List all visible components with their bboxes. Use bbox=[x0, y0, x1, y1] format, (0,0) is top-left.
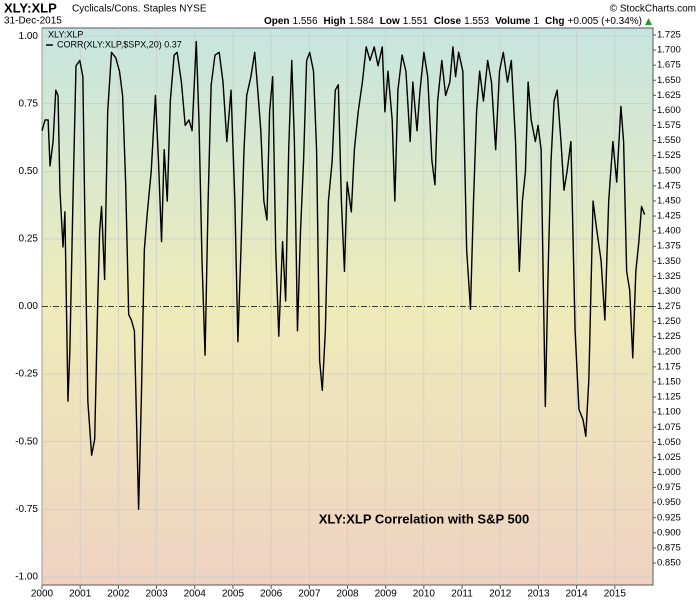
y2-tick-label: 1.475 bbox=[657, 180, 681, 191]
quote-label: High bbox=[324, 16, 346, 27]
y2-tick-label: 0.850 bbox=[657, 558, 681, 569]
y2-tick-label: 0.925 bbox=[657, 512, 681, 523]
y-tick-label: 0.50 bbox=[19, 166, 39, 177]
y2-tick-label: 1.575 bbox=[657, 120, 681, 131]
x-tick-label: 2003 bbox=[145, 589, 168, 600]
y2-tick-label: 1.025 bbox=[657, 452, 681, 463]
legend-label: CORR(XLY:XLP,$SPX,20) 0.37 bbox=[57, 39, 182, 49]
x-tick-label: 2000 bbox=[31, 589, 54, 600]
x-tick-label: 2005 bbox=[222, 589, 245, 600]
legend-title: XLY:XLP bbox=[48, 29, 83, 39]
quote-value: 1.553 bbox=[464, 16, 489, 27]
y2-tick-label: 1.325 bbox=[657, 271, 681, 282]
x-tick-label: 2010 bbox=[413, 589, 436, 600]
y2-tick-label: 1.100 bbox=[657, 407, 681, 418]
y2-tick-label: 1.175 bbox=[657, 361, 681, 372]
y-tick-label: -0.25 bbox=[15, 369, 38, 380]
y2-tick-label: 1.725 bbox=[657, 30, 681, 41]
y-tick-label: 0.00 bbox=[19, 301, 39, 312]
y2-tick-label: 0.900 bbox=[657, 527, 681, 538]
y2-tick-label: 1.300 bbox=[657, 286, 681, 297]
y2-tick-label: 1.375 bbox=[657, 241, 681, 252]
date: 31-Dec-2015 bbox=[4, 16, 62, 27]
y2-tick-label: 0.875 bbox=[657, 542, 681, 553]
y2-tick-label: 0.950 bbox=[657, 497, 681, 508]
quote-label: Close bbox=[434, 16, 462, 27]
x-tick-label: 2008 bbox=[336, 589, 359, 600]
x-tick-label: 2009 bbox=[375, 589, 398, 600]
y-tick-label: 1.00 bbox=[19, 31, 39, 42]
y-tick-label: 0.75 bbox=[19, 98, 39, 109]
quote-value: 1.551 bbox=[403, 16, 428, 27]
y2-tick-label: 1.650 bbox=[657, 75, 681, 86]
quote: Open 1.556 High 1.584 Low 1.551 Close 1.553 Volu… bbox=[264, 16, 642, 27]
y2-tick-label: 1.700 bbox=[657, 45, 681, 56]
y2-tick-label: 1.450 bbox=[657, 195, 681, 206]
y2-tick-label: 1.500 bbox=[657, 165, 681, 176]
y2-tick-label: 1.150 bbox=[657, 377, 681, 388]
credit: © StockCharts.com bbox=[610, 4, 696, 15]
up-arrow bbox=[645, 18, 652, 25]
y2-tick-label: 1.250 bbox=[657, 316, 681, 327]
y2-tick-label: 1.625 bbox=[657, 90, 681, 101]
y2-tick-label: 1.675 bbox=[657, 60, 681, 71]
y2-tick-label: 1.425 bbox=[657, 211, 681, 222]
y2-tick-label: 1.075 bbox=[657, 422, 681, 433]
annotation: XLY:XLP Correlation with S&P 500 bbox=[319, 511, 529, 526]
title: XLY:XLP bbox=[4, 0, 57, 15]
y2-tick-label: 1.225 bbox=[657, 331, 681, 342]
y2-tick-label: 0.975 bbox=[657, 482, 681, 493]
x-tick-label: 2015 bbox=[604, 589, 627, 600]
y2-tick-label: 1.125 bbox=[657, 392, 681, 403]
x-tick-label: 2011 bbox=[451, 589, 473, 600]
y2-tick-label: 1.550 bbox=[657, 135, 681, 146]
y2-tick-label: 1.275 bbox=[657, 301, 681, 312]
x-tick-label: 2002 bbox=[107, 589, 130, 600]
y2-tick-label: 1.000 bbox=[657, 467, 681, 478]
quote-value: 1.556 bbox=[293, 16, 318, 27]
x-tick-label: 2012 bbox=[489, 589, 512, 600]
y-tick-label: 0.25 bbox=[19, 234, 39, 245]
quote-label: Low bbox=[380, 16, 400, 27]
quote-label: Open bbox=[264, 16, 290, 27]
y2-tick-label: 1.200 bbox=[657, 346, 681, 357]
y2-tick-label: 1.600 bbox=[657, 105, 681, 116]
y2-tick-label: 1.050 bbox=[657, 437, 681, 448]
quote-label: Chg bbox=[545, 16, 564, 27]
subtitle: Cyclicals/Cons. Staples NYSE bbox=[72, 4, 207, 15]
series-line bbox=[41, 40, 646, 510]
quote-label: Volume bbox=[495, 16, 531, 27]
x-tick-label: 2007 bbox=[298, 589, 321, 600]
x-tick-label: 2014 bbox=[566, 589, 589, 600]
x-tick-label: 2006 bbox=[260, 589, 283, 600]
y-tick-label: -0.50 bbox=[15, 436, 38, 447]
x-tick-label: 2013 bbox=[527, 589, 550, 600]
y2-tick-label: 1.350 bbox=[657, 256, 681, 267]
quote-value: +0.005 (+0.34%) bbox=[568, 16, 643, 27]
quote-value: 1.584 bbox=[349, 16, 374, 27]
y-tick-label: -1.00 bbox=[15, 572, 38, 583]
y2-tick-label: 1.525 bbox=[657, 150, 681, 161]
y-tick-label: -0.75 bbox=[15, 504, 38, 515]
y2-tick-label: 1.400 bbox=[657, 226, 681, 237]
x-tick-label: 2001 bbox=[69, 589, 92, 600]
quote-value: 1 bbox=[533, 16, 539, 27]
x-tick-label: 2004 bbox=[184, 589, 207, 600]
